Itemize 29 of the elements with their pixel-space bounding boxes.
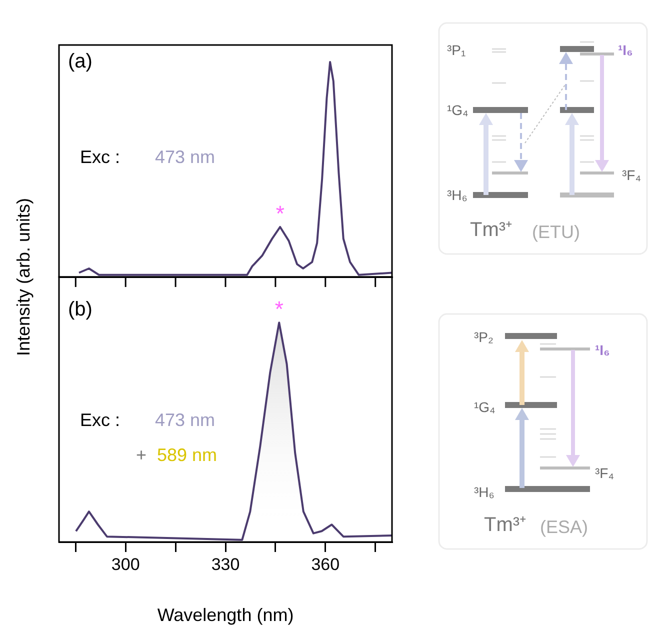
text: ³H₆ bbox=[447, 187, 468, 203]
annotation: Exc : bbox=[80, 146, 120, 167]
text: ³P₂ bbox=[474, 329, 494, 345]
annotation: 473 nm bbox=[155, 146, 216, 167]
text: ³H₆ bbox=[474, 484, 494, 500]
text: ¹G₄ bbox=[447, 102, 468, 118]
annotation: (a) bbox=[68, 50, 92, 73]
x-tick-label: 360 bbox=[311, 554, 340, 574]
text: ³F₄ bbox=[622, 167, 641, 183]
x-tick-label: 300 bbox=[111, 554, 140, 574]
text: ³F₄ bbox=[595, 465, 614, 481]
x-axis-title: Wavelength (nm) bbox=[157, 605, 294, 626]
text: Tm³⁺ bbox=[484, 514, 527, 536]
text: (b) bbox=[68, 298, 92, 321]
text: ³P₁ bbox=[447, 42, 466, 58]
annotation: 589 nm bbox=[157, 444, 218, 465]
x-tick-label: 330 bbox=[211, 554, 240, 574]
text: Tm³⁺ bbox=[470, 219, 513, 241]
text: ¹I₆ bbox=[595, 342, 610, 358]
text: ¹G₄ bbox=[474, 399, 496, 415]
text: ¹I₆ bbox=[618, 42, 633, 58]
annotation: Exc : bbox=[80, 410, 120, 430]
y-axis-title: Intensity (arb. units) bbox=[14, 198, 34, 356]
annotation: 473 nm bbox=[155, 410, 216, 430]
text: (ESA) bbox=[540, 517, 588, 537]
annotation: * bbox=[276, 201, 285, 226]
annotation: * bbox=[274, 296, 284, 322]
text: (ETU) bbox=[532, 222, 580, 242]
annotation: + bbox=[136, 444, 147, 465]
